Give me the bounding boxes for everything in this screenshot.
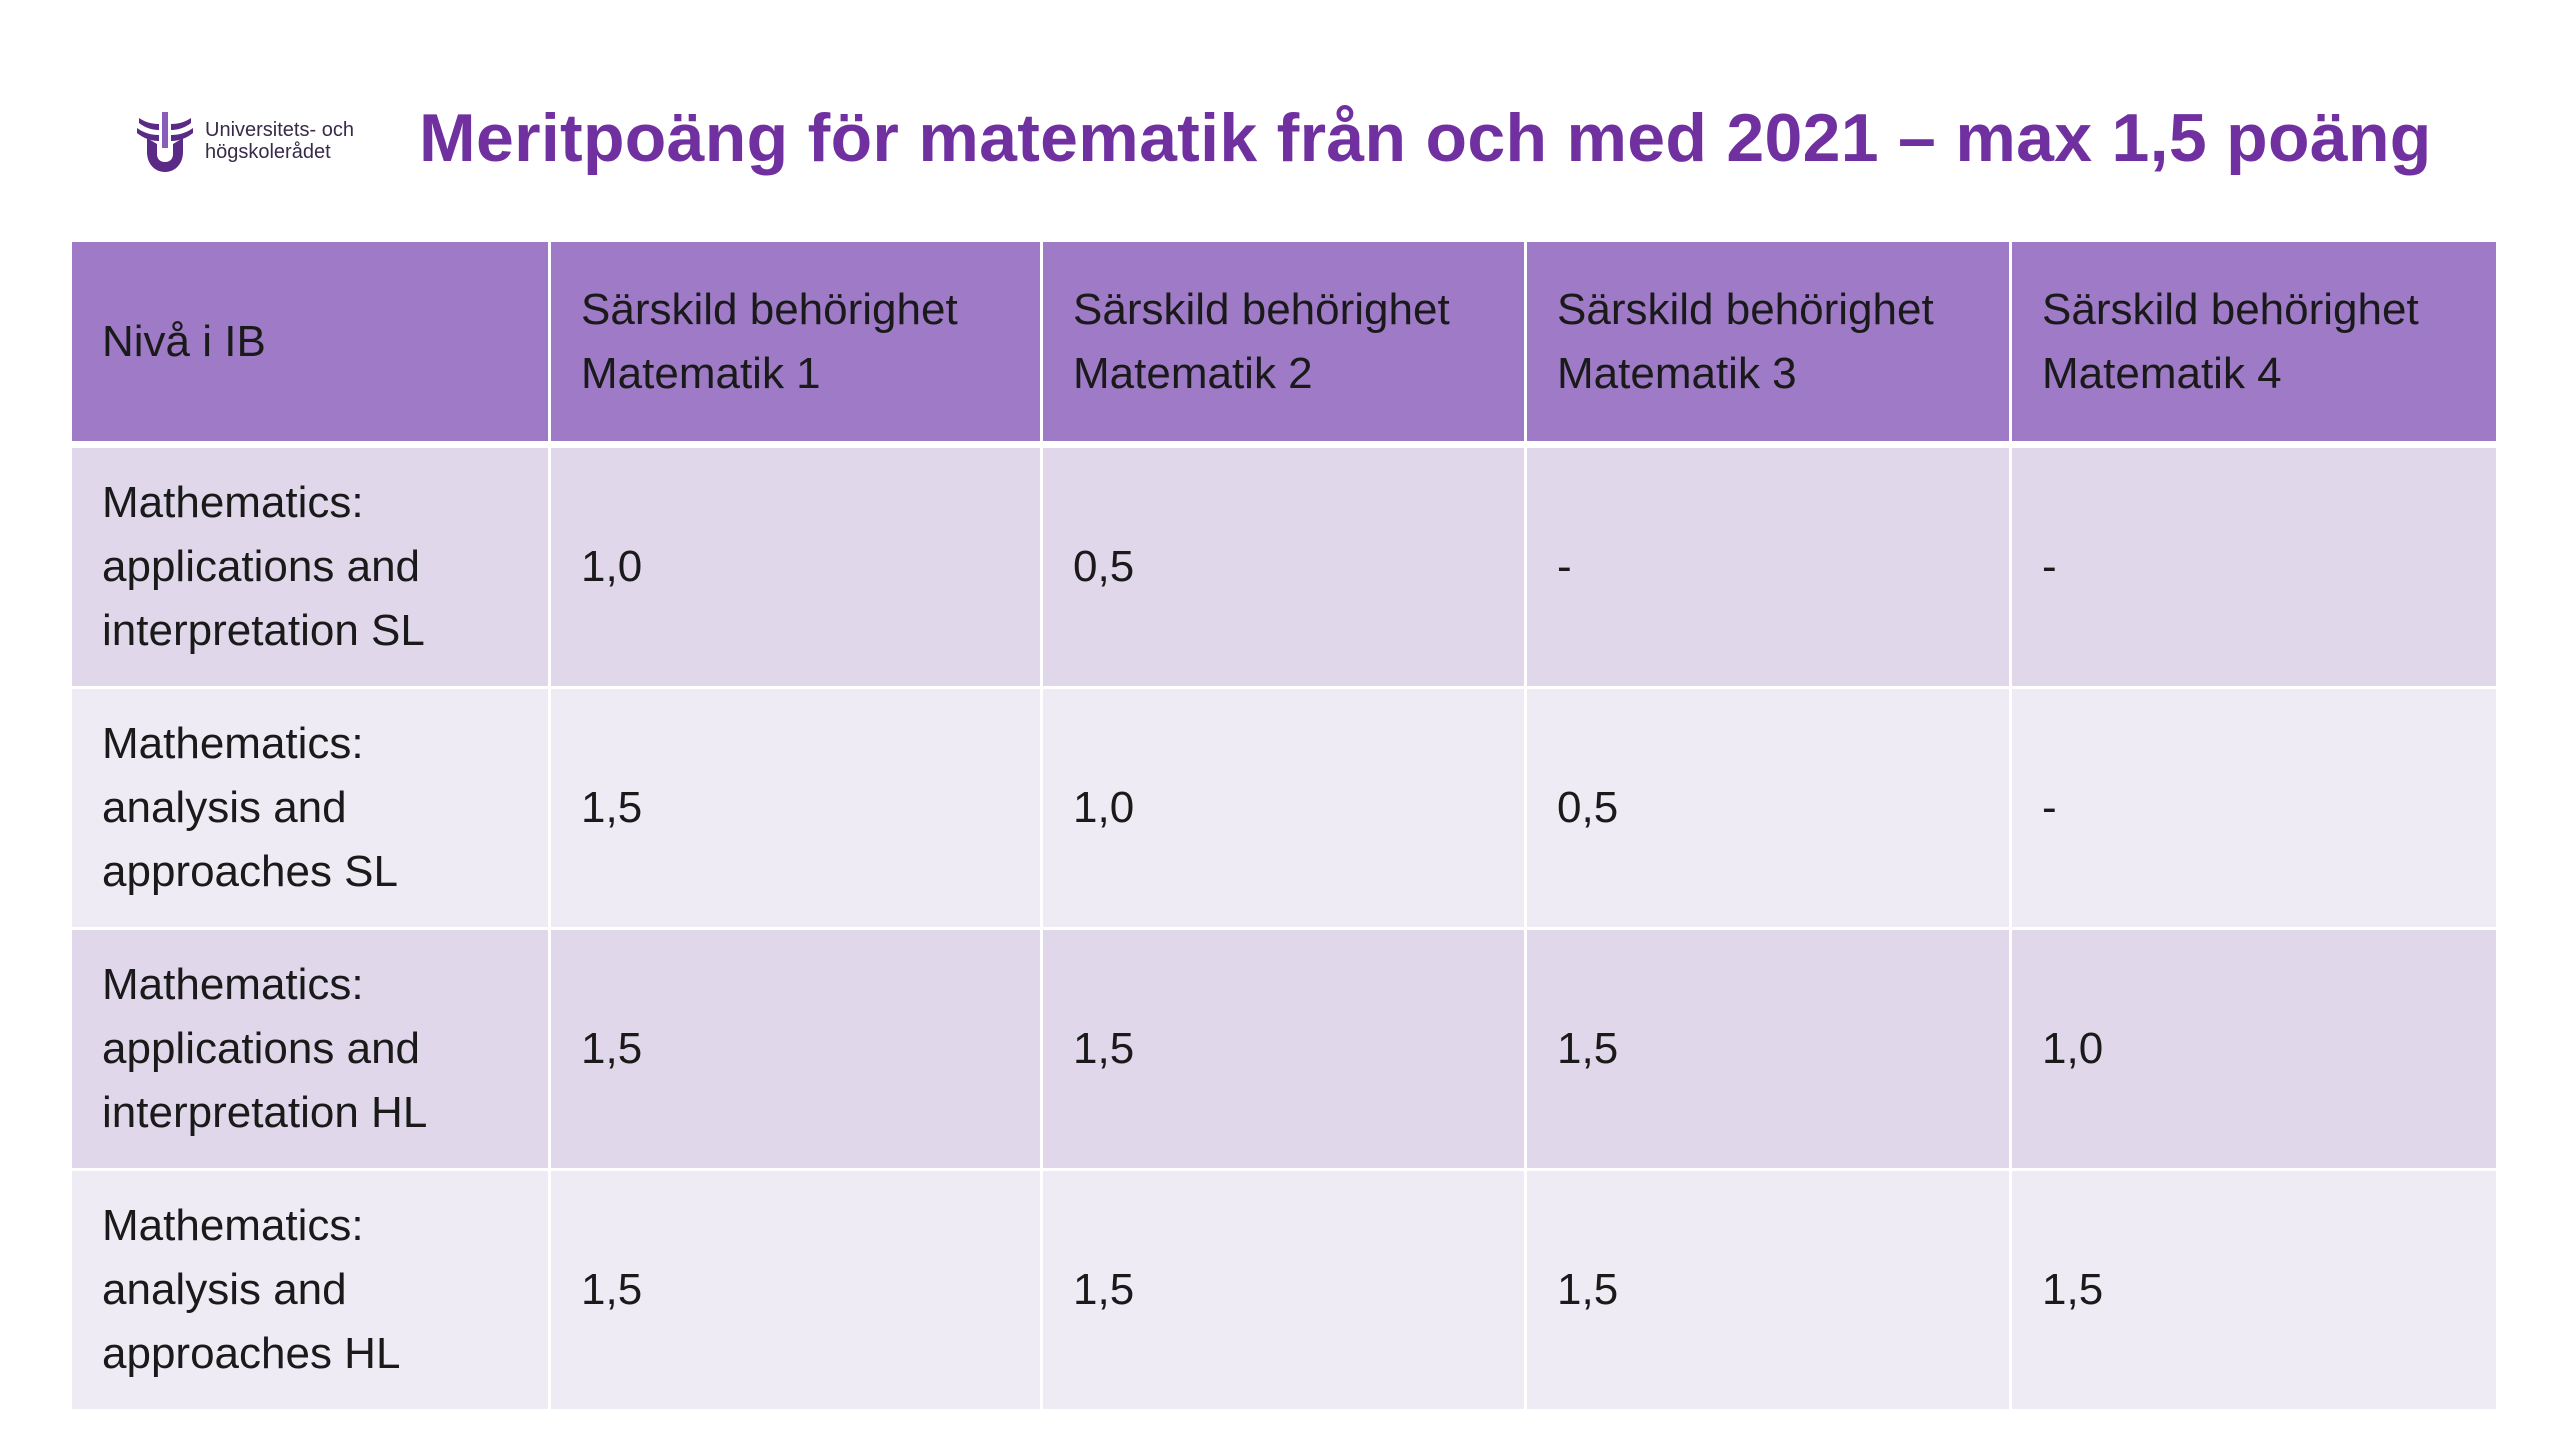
level-line: interpretation HL: [102, 1088, 428, 1137]
value-cell: 1,5: [2012, 1171, 2496, 1412]
level-line: applications and: [102, 542, 421, 591]
header-cell-level: Nivå i IB: [72, 242, 551, 448]
value-cell: -: [1527, 448, 2012, 689]
merit-points-table: Nivå i IB Särskild behörighet Matematik …: [72, 242, 2496, 1412]
table-row: Mathematics: analysis and approaches HL …: [72, 1171, 2496, 1412]
level-line: approaches HL: [102, 1329, 401, 1378]
level-line: analysis and: [102, 783, 347, 832]
header-cell-matematik-1: Särskild behörighet Matematik 1: [551, 242, 1043, 448]
header-line: Matematik 2: [1073, 348, 1313, 398]
level-line: Mathematics:: [102, 1201, 364, 1250]
header-line: Särskild behörighet: [1073, 284, 1450, 334]
table-row: Mathematics: applications and interpreta…: [72, 448, 2496, 689]
header-line: Särskild behörighet: [581, 284, 958, 334]
header-line: Särskild behörighet: [2042, 284, 2419, 334]
value-cell: -: [2012, 689, 2496, 930]
level-line: applications and: [102, 1024, 421, 1073]
value-cell: 1,5: [1043, 1171, 1527, 1412]
value-cell: 1,0: [1043, 689, 1527, 930]
header-cell-matematik-4: Särskild behörighet Matematik 4: [2012, 242, 2496, 448]
value-cell: 0,5: [1527, 689, 2012, 930]
table-row: Mathematics: applications and interpreta…: [72, 930, 2496, 1171]
value-cell: 1,5: [1527, 930, 2012, 1171]
level-line: Mathematics:: [102, 719, 364, 768]
header-line: Särskild behörighet: [1557, 284, 1934, 334]
slide-title: Meritpoäng för matematik från och med 20…: [419, 100, 2432, 176]
header-line: Nivå i IB: [102, 316, 266, 366]
uhr-logo-text: Universitets- och högskolerådet: [205, 119, 354, 163]
value-cell: 1,5: [1043, 930, 1527, 1171]
level-line: Mathematics:: [102, 960, 364, 1009]
value-cell: 1,0: [551, 448, 1043, 689]
level-line: Mathematics:: [102, 478, 364, 527]
level-line: analysis and: [102, 1265, 347, 1314]
header-line: Matematik 1: [581, 348, 821, 398]
value-cell: 1,5: [1527, 1171, 2012, 1412]
value-cell: -: [2012, 448, 2496, 689]
logo-line-1: Universitets- och: [205, 119, 354, 141]
table-row: Mathematics: analysis and approaches SL …: [72, 689, 2496, 930]
level-line: interpretation SL: [102, 606, 425, 655]
value-cell: 1,5: [551, 930, 1043, 1171]
uhr-logo: Universitets- och högskolerådet: [133, 108, 373, 174]
logo-line-2: högskolerådet: [205, 141, 331, 163]
value-cell: 1,5: [551, 1171, 1043, 1412]
level-cell: Mathematics: applications and interpreta…: [72, 930, 551, 1171]
level-cell: Mathematics: analysis and approaches HL: [72, 1171, 551, 1412]
value-cell: 1,5: [551, 689, 1043, 930]
header-cell-matematik-3: Särskild behörighet Matematik 3: [1527, 242, 2012, 448]
header-line: Matematik 3: [1557, 348, 1797, 398]
header-line: Matematik 4: [2042, 348, 2282, 398]
level-cell: Mathematics: analysis and approaches SL: [72, 689, 551, 930]
table-header-row: Nivå i IB Särskild behörighet Matematik …: [72, 242, 2496, 448]
value-cell: 0,5: [1043, 448, 1527, 689]
uhr-wings-logo-icon: [137, 112, 193, 172]
level-line: approaches SL: [102, 847, 398, 896]
value-cell: 1,0: [2012, 930, 2496, 1171]
header-cell-matematik-2: Särskild behörighet Matematik 2: [1043, 242, 1527, 448]
level-cell: Mathematics: applications and interpreta…: [72, 448, 551, 689]
